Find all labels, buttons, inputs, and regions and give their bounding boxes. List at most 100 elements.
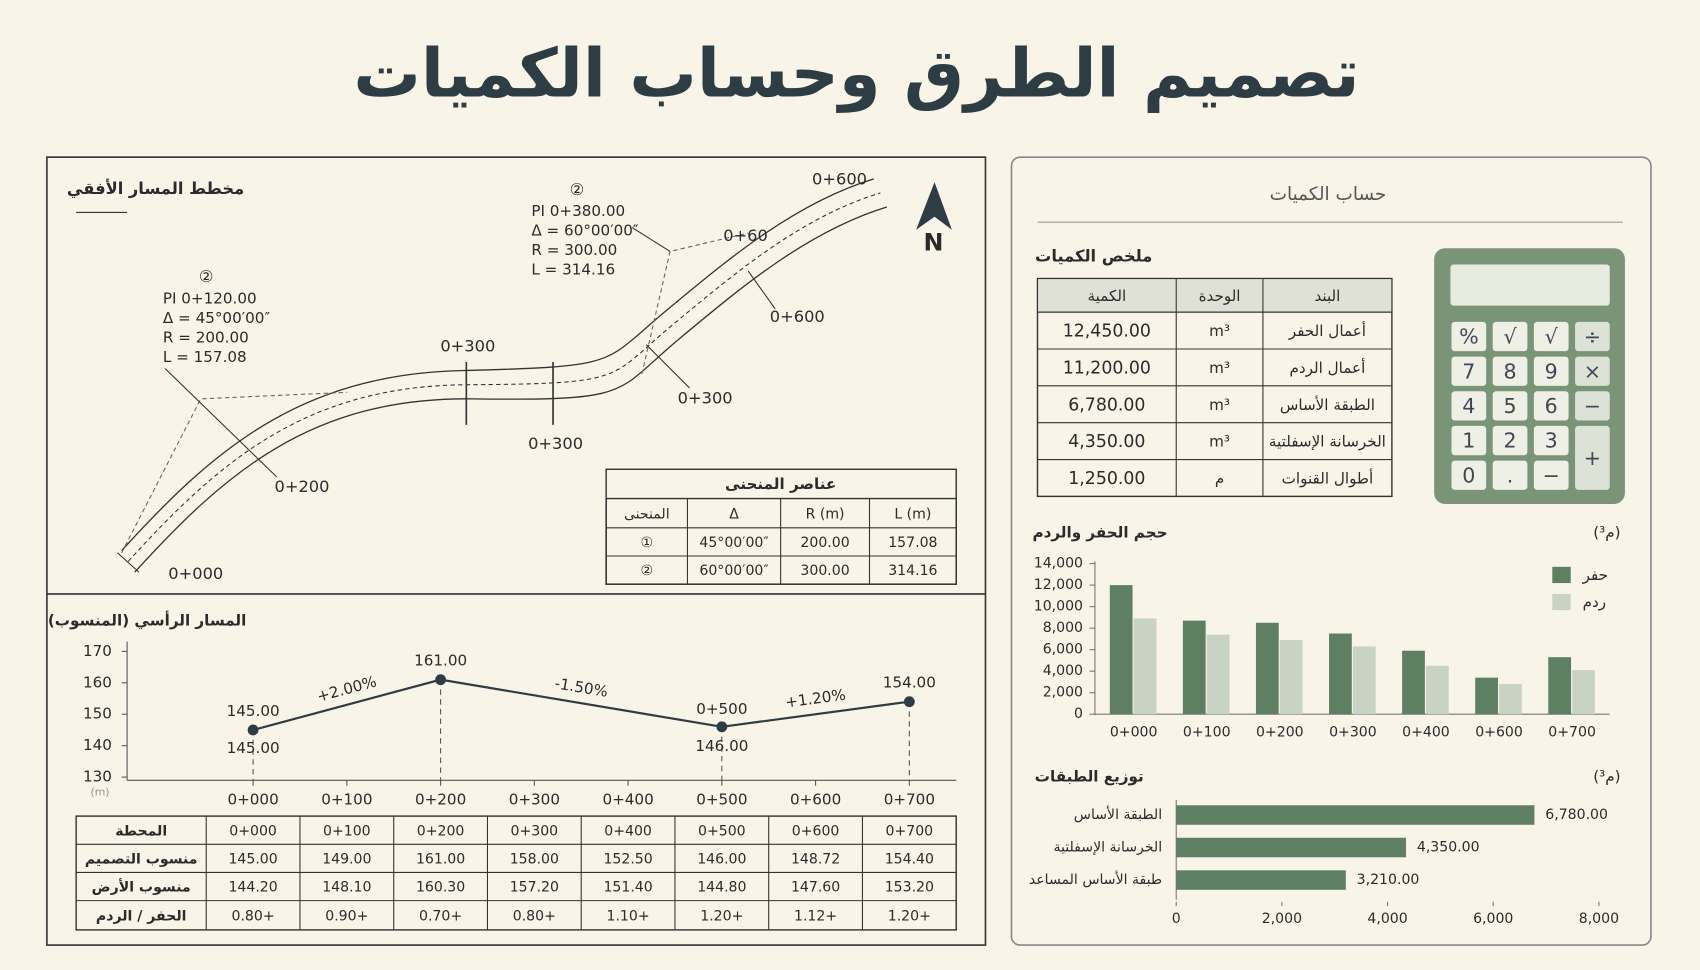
page-title: تصميم الطرق وحساب الكميات <box>353 35 1359 114</box>
x-tick-label: 0+400 <box>1402 725 1450 741</box>
category-label: الطبقة الأساس <box>1074 805 1162 823</box>
calculator-key-label: . <box>1507 463 1514 487</box>
profile-point <box>903 696 915 708</box>
bar <box>1206 634 1230 715</box>
table-cell: الكمية <box>1088 287 1127 305</box>
table-cell: 157.08 <box>888 535 937 551</box>
table-cell: 161.00 <box>416 851 465 867</box>
table-cell: m³ <box>1209 396 1230 414</box>
y-tick-label: 160 <box>83 673 112 691</box>
bar <box>1133 618 1157 715</box>
curve-marker: ② <box>570 180 585 199</box>
y-tick-label: 14,000 <box>1034 556 1083 572</box>
table-cell: 151.40 <box>603 880 652 896</box>
chart-title: توزيع الطبقات <box>1035 768 1144 786</box>
table-cell: R (m) <box>806 506 845 522</box>
x-tick-label: 0+400 <box>602 790 653 808</box>
table-cell: 148.72 <box>791 851 840 867</box>
curve-data: Δ = 60°00′00″ <box>531 221 639 239</box>
y-tick-label: 140 <box>83 736 112 754</box>
x-tick-label: 8,000 <box>1579 911 1619 927</box>
y-tick-label: 0 <box>1074 706 1083 722</box>
table-cell: 60°00′00″ <box>699 563 768 579</box>
category-label: طبقة الأساس المساعد <box>1029 870 1162 888</box>
calculator-display <box>1450 264 1610 306</box>
table-cell: 144.80 <box>697 880 746 896</box>
calculator-key <box>1451 460 1487 490</box>
bar <box>1499 684 1522 715</box>
bar <box>1475 677 1498 715</box>
calculator-key-label: ÷ <box>1584 325 1601 349</box>
table-cell: البند <box>1314 287 1340 305</box>
calculator-key <box>1533 460 1569 490</box>
table-cell: 147.60 <box>791 880 840 896</box>
profile-point <box>247 724 259 736</box>
calculator-key-label: √ <box>1503 325 1517 349</box>
legend-swatch <box>1552 593 1571 611</box>
x-tick-label: 0+300 <box>509 790 560 808</box>
bar <box>1402 650 1425 715</box>
value-label: 146.00 <box>695 737 748 755</box>
station-label: 0+300 <box>678 388 733 407</box>
table-cell: 148.10 <box>322 880 371 896</box>
calculator-key-label: % <box>1459 325 1479 349</box>
table-cell: 45°00′00″ <box>699 535 768 551</box>
chart-title: حجم الحفر والردم <box>1032 524 1167 542</box>
table-cell: منسوب التصميم <box>85 851 198 867</box>
calculator-key <box>1533 391 1569 421</box>
table-cell: +1.12 <box>794 908 837 924</box>
calculator-key <box>1533 321 1569 352</box>
y-tick-label: 12,000 <box>1034 577 1083 593</box>
station-label: 0+60 <box>723 226 768 245</box>
calculator-key-label: 0 <box>1462 463 1475 487</box>
table-cell: 300.00 <box>800 563 849 579</box>
bar <box>1176 870 1346 890</box>
y-unit: (m) <box>91 785 110 798</box>
table-cell: +1.20 <box>700 908 743 924</box>
table-cell: الطبقة الأساس <box>1280 395 1375 414</box>
value-label: 3,210.00 <box>1357 872 1420 888</box>
table-cell: أطوال القنوات <box>1282 469 1374 488</box>
table-cell: 160.30 <box>416 880 465 896</box>
calculator-key <box>1533 356 1569 386</box>
plan-title: مخطط المسار الأفقي <box>67 178 244 199</box>
calculator-key <box>1451 391 1487 421</box>
table-cell: 0+300 <box>511 823 559 839</box>
x-tick-label: 0+200 <box>1256 725 1304 741</box>
road <box>116 178 952 573</box>
table-cell: 146.00 <box>697 851 746 867</box>
legend-label: ردم <box>1583 593 1606 611</box>
table-cell: 1,250.00 <box>1068 469 1145 489</box>
station-label: 0+300 <box>528 434 583 453</box>
calculator-key <box>1575 391 1610 421</box>
x-unit: (م³) <box>1593 768 1620 786</box>
table-cell: 144.20 <box>228 880 277 896</box>
calculator-key <box>1575 425 1610 490</box>
profile-line <box>252 678 910 731</box>
table-cell: 152.50 <box>603 851 652 867</box>
calculator-key-label: 5 <box>1503 394 1516 418</box>
calculator-key-label: 8 <box>1503 359 1516 383</box>
x-tick-label: 0+300 <box>1329 725 1377 741</box>
table-cell: 157.20 <box>510 880 559 896</box>
table-cell: 0+000 <box>229 823 277 839</box>
calculator-key <box>1533 425 1569 456</box>
table-cell: ② <box>640 563 653 579</box>
x-tick-label: 0+100 <box>1183 725 1231 741</box>
value-label: 145.00 <box>227 702 280 720</box>
table-cell: 158.00 <box>510 851 559 867</box>
table-cell: المنحنى <box>624 506 670 522</box>
calculator-key-label: 4 <box>1462 394 1475 418</box>
curve-data: L = 157.08 <box>163 348 247 366</box>
calculator-key-label: × <box>1584 359 1601 383</box>
table-cell: 200.00 <box>800 535 849 551</box>
calculator-key-label: 2 <box>1503 429 1516 453</box>
leader-line <box>645 344 690 389</box>
x-tick-label: 6,000 <box>1473 911 1513 927</box>
y-tick-label: 150 <box>83 705 112 723</box>
x-tick-label: 2,000 <box>1262 911 1302 927</box>
table-cell: m³ <box>1209 433 1230 451</box>
right-panel <box>1010 156 1652 946</box>
road-edge <box>134 206 888 573</box>
